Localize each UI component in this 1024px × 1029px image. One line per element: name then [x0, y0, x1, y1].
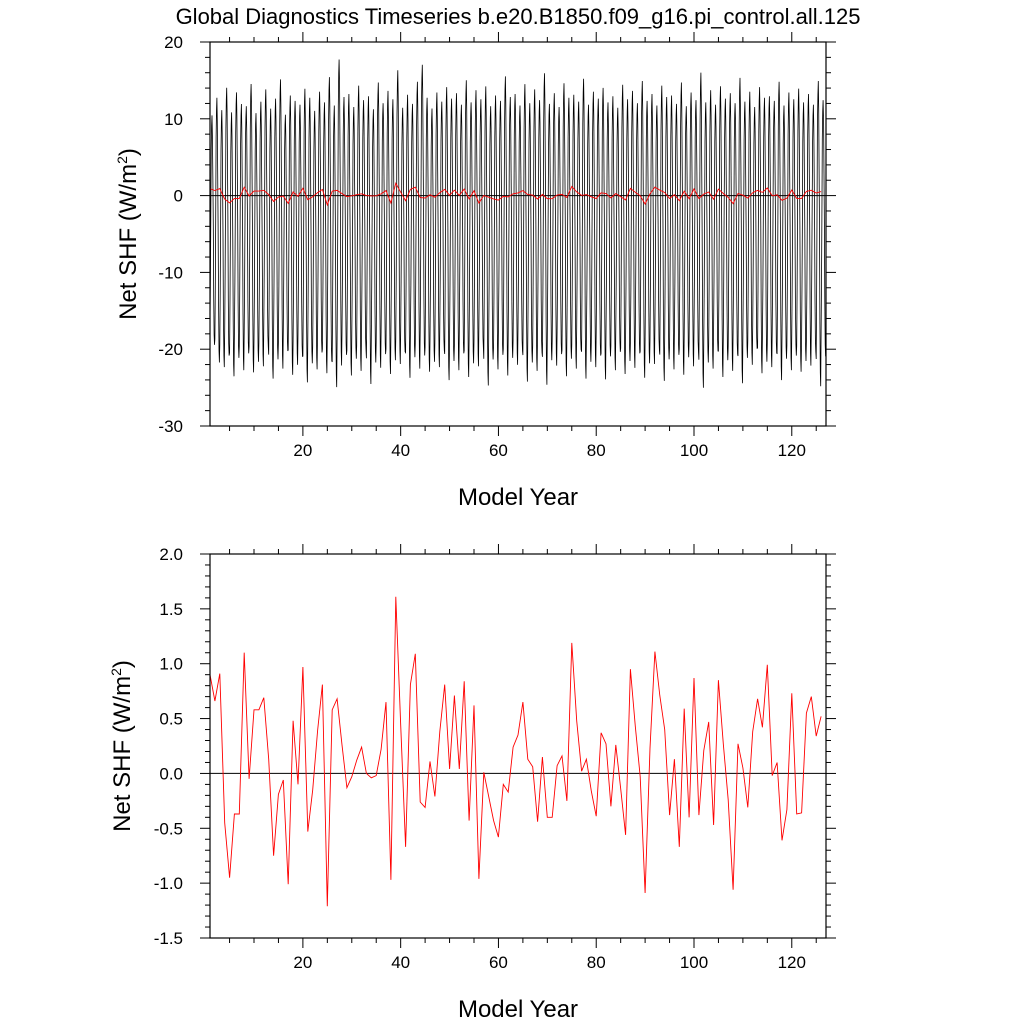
top-panel-frame	[209, 41, 827, 427]
y-tick-label: -1.5	[154, 929, 183, 948]
y-tick-label: 0.0	[159, 764, 183, 783]
top-panel-x-axis-title: Model Year	[458, 484, 578, 511]
x-tick-label: 60	[489, 441, 508, 460]
bottom-panel-tick-labels: 20 40 60 80 100 120 -1.5 -1.0 -0.5 0.0 0.5 1.0 1.5 2.…	[154, 545, 806, 972]
top-panel-ticks	[200, 32, 836, 436]
y-tick-label: 1.0	[159, 655, 183, 674]
y-tick-label: -1.0	[154, 874, 183, 893]
y-tick-label: 0.5	[159, 710, 183, 729]
y-tick-label: -10	[158, 263, 183, 282]
y-tick-label: -30	[158, 417, 183, 436]
x-tick-label: 20	[293, 953, 312, 972]
bottom-panel-frame	[209, 553, 827, 939]
annual-series-line	[209, 596, 822, 907]
monthly-series-line	[209, 59, 827, 388]
y-tick-label: 2.0	[159, 545, 183, 564]
top-panel-monthly-series	[209, 59, 827, 388]
x-tick-label: 100	[680, 441, 708, 460]
bottom-panel: 20 40 60 80 100 120 -1.5 -1.0 -0.5 0.0 0.5 1.0 1.5 2.…	[108, 544, 836, 1023]
x-tick-label: 60	[489, 953, 508, 972]
y-tick-label: 10	[164, 110, 183, 129]
y-tick-label: -0.5	[154, 819, 183, 838]
x-tick-label: 120	[778, 441, 806, 460]
top-panel-tick-labels: 20 40 60 80 100 120 -30 -20 -10 0 10 20	[158, 33, 806, 460]
bottom-panel-ticks	[200, 544, 836, 948]
x-tick-label: 40	[391, 953, 410, 972]
y-tick-label: 1.5	[159, 600, 183, 619]
y-tick-label: 20	[164, 33, 183, 52]
bottom-panel-y-axis-title: Net SHF (W/m2)	[108, 660, 136, 832]
x-tick-label: 100	[680, 953, 708, 972]
top-panel-y-axis-title: Net SHF (W/m2)	[114, 148, 142, 320]
y-tick-label: -20	[158, 340, 183, 359]
x-tick-label: 80	[587, 441, 606, 460]
top-panel-annual-series	[209, 181, 822, 207]
x-tick-label: 80	[587, 953, 606, 972]
bottom-panel-x-axis-title: Model Year	[458, 996, 578, 1023]
x-tick-label: 20	[293, 441, 312, 460]
annual-series-line	[209, 181, 822, 207]
bottom-panel-annual-series	[209, 596, 822, 907]
y-tick-label: 0	[174, 187, 183, 206]
x-tick-label: 40	[391, 441, 410, 460]
x-tick-label: 120	[778, 953, 806, 972]
chart-title: Global Diagnostics Timeseries b.e20.B185…	[176, 4, 861, 29]
